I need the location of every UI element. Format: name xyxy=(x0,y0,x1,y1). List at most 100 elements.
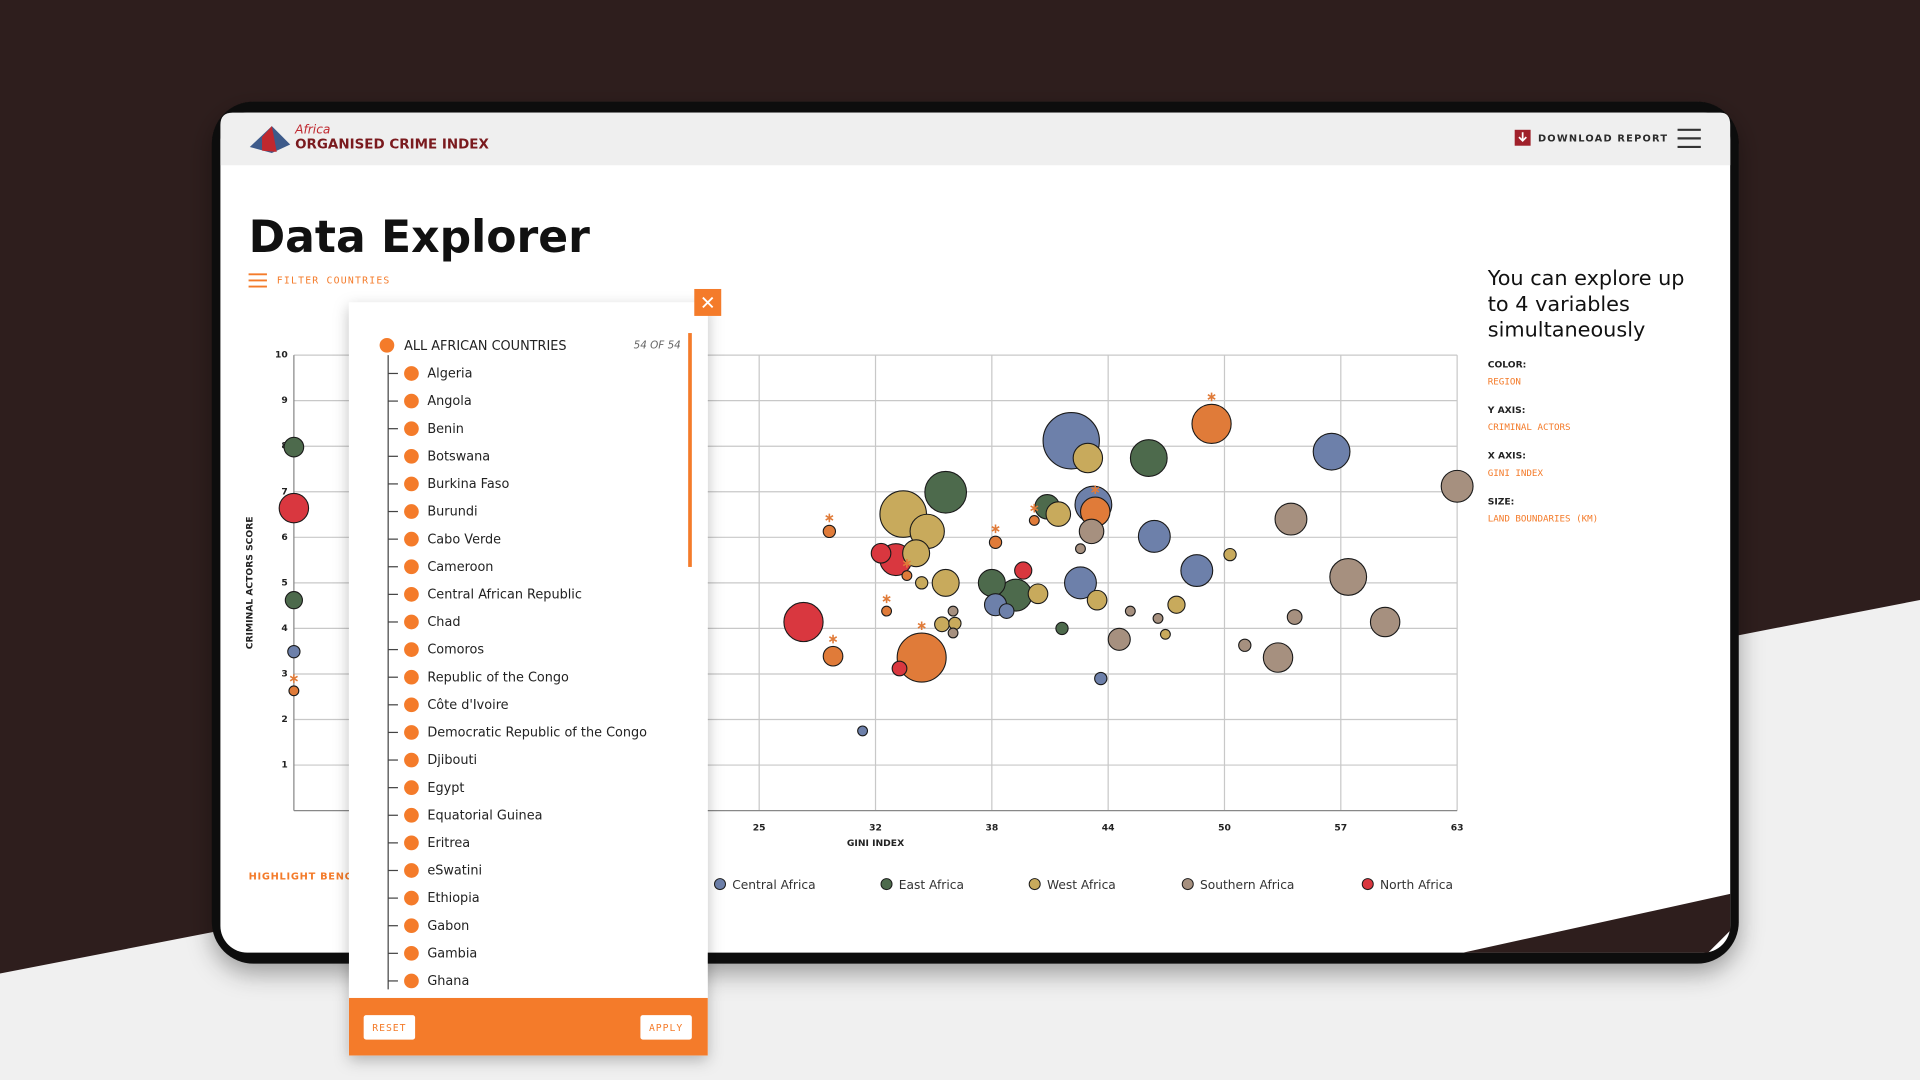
setting-value[interactable]: CRIMINAL ACTORS xyxy=(1488,422,1571,433)
country-dot[interactable] xyxy=(404,642,419,657)
country-dot[interactable] xyxy=(404,697,419,713)
bubble[interactable] xyxy=(1223,547,1237,562)
country-dot[interactable] xyxy=(404,421,419,437)
country-name[interactable]: Eritrea xyxy=(427,836,470,851)
bubble[interactable] xyxy=(988,535,1003,549)
bubble[interactable] xyxy=(1078,518,1105,545)
bubble[interactable] xyxy=(1152,612,1164,624)
legend-swatch[interactable] xyxy=(880,878,893,891)
bubble[interactable] xyxy=(934,616,950,633)
bubble[interactable] xyxy=(1180,554,1214,588)
apply-label[interactable]: APPLY xyxy=(649,1023,683,1034)
bubble[interactable] xyxy=(1129,439,1168,477)
country-name[interactable]: Djibouti xyxy=(427,753,477,768)
bubble[interactable] xyxy=(278,492,310,524)
bubble[interactable] xyxy=(1094,671,1108,686)
bubble[interactable] xyxy=(1191,403,1232,445)
country-name[interactable]: Ghana xyxy=(427,974,469,989)
bubble[interactable] xyxy=(1045,501,1072,527)
country-dot[interactable] xyxy=(404,366,419,381)
country-dot[interactable] xyxy=(404,752,419,768)
country-dot[interactable] xyxy=(404,807,419,823)
country-name[interactable]: Ethiopia xyxy=(427,891,479,906)
country-dot[interactable] xyxy=(404,945,419,961)
bubble[interactable] xyxy=(1124,605,1136,617)
bubble[interactable] xyxy=(822,645,844,667)
country-name[interactable]: Central African Republic xyxy=(427,587,582,602)
legend-label[interactable]: Central Africa xyxy=(732,878,815,892)
country-dot[interactable] xyxy=(404,504,419,519)
bubble[interactable] xyxy=(1167,595,1186,614)
legend-swatch[interactable] xyxy=(1181,878,1194,891)
bubble[interactable] xyxy=(1028,515,1040,526)
bubble[interactable] xyxy=(1086,589,1108,611)
country-dot[interactable] xyxy=(404,669,419,685)
country-dot[interactable] xyxy=(404,559,419,575)
legend-label[interactable]: North Africa xyxy=(1380,878,1453,892)
bubble[interactable] xyxy=(1312,432,1351,471)
country-dot[interactable] xyxy=(404,725,419,740)
bubble[interactable] xyxy=(1159,628,1171,640)
bubble[interactable] xyxy=(284,591,303,610)
bubble[interactable] xyxy=(283,436,305,458)
country-dot[interactable] xyxy=(404,835,419,851)
country-dot[interactable] xyxy=(404,587,419,602)
highlight-benchmarks[interactable]: HIGHLIGHT BENCHM xyxy=(249,872,372,883)
bubble[interactable] xyxy=(287,644,301,659)
menu-icon[interactable] xyxy=(1677,128,1701,149)
country-dot[interactable] xyxy=(404,531,419,547)
country-dot[interactable] xyxy=(404,393,419,409)
bubble[interactable] xyxy=(931,568,960,597)
all-dot[interactable] xyxy=(379,337,395,353)
country-name[interactable]: Burundi xyxy=(427,505,477,520)
country-name[interactable]: Botswana xyxy=(427,449,490,464)
bubble[interactable] xyxy=(1369,606,1401,638)
country-name[interactable]: Gabon xyxy=(427,919,469,934)
bubble[interactable] xyxy=(1027,583,1049,605)
country-name[interactable]: Cameroon xyxy=(427,560,493,575)
bubble[interactable] xyxy=(948,616,962,631)
country-dot[interactable] xyxy=(404,780,419,795)
legend-swatch[interactable] xyxy=(1361,878,1374,891)
filter-countries[interactable]: FILTER COUNTRIES xyxy=(277,275,391,286)
setting-value[interactable]: GINI INDEX xyxy=(1488,468,1544,479)
bubble[interactable] xyxy=(901,570,913,582)
bubble[interactable] xyxy=(998,603,1015,619)
bubble[interactable] xyxy=(924,470,968,514)
country-name[interactable]: Burkina Faso xyxy=(427,477,509,492)
country-name[interactable]: Algeria xyxy=(427,367,472,382)
all-countries[interactable]: ALL AFRICAN COUNTRIES xyxy=(404,339,566,354)
bubble[interactable] xyxy=(1014,561,1033,580)
legend-label[interactable]: East Africa xyxy=(899,878,964,892)
country-dot[interactable] xyxy=(404,918,419,934)
country-name[interactable]: eSwatini xyxy=(427,864,482,879)
bubble[interactable] xyxy=(1286,609,1303,625)
country-name[interactable]: Gambia xyxy=(427,946,477,961)
country-dot[interactable] xyxy=(404,863,419,878)
download-report[interactable]: DOWNLOAD REPORT xyxy=(1538,133,1668,144)
legend-label[interactable]: West Africa xyxy=(1047,878,1116,892)
setting-value[interactable]: REGION xyxy=(1488,377,1521,388)
bubble[interactable] xyxy=(857,725,869,737)
country-dot[interactable] xyxy=(404,890,419,906)
reset-label[interactable]: RESET xyxy=(372,1023,406,1034)
bubble[interactable] xyxy=(1329,558,1368,596)
bubble[interactable] xyxy=(1063,566,1097,600)
bubble[interactable] xyxy=(881,605,893,617)
scrollbar[interactable] xyxy=(688,333,692,567)
country-name[interactable]: Cabo Verde xyxy=(427,532,501,547)
reset-button[interactable] xyxy=(363,1015,416,1040)
bubble[interactable] xyxy=(914,576,929,590)
bubble[interactable] xyxy=(870,542,892,564)
country-name[interactable]: Democratic Republic of the Congo xyxy=(427,726,647,741)
bubble[interactable] xyxy=(947,605,959,617)
logo[interactable]: Africa ORGANISED CRIME INDEX xyxy=(249,122,490,154)
apply-button[interactable] xyxy=(640,1015,692,1040)
bubble[interactable] xyxy=(822,524,837,539)
country-name[interactable]: Republic of the Congo xyxy=(427,670,569,685)
country-dot[interactable] xyxy=(404,973,419,989)
bubble[interactable] xyxy=(1075,543,1086,555)
country-name[interactable]: Equatorial Guinea xyxy=(427,808,542,823)
bubble[interactable] xyxy=(891,660,908,677)
country-name[interactable]: Egypt xyxy=(427,781,464,796)
